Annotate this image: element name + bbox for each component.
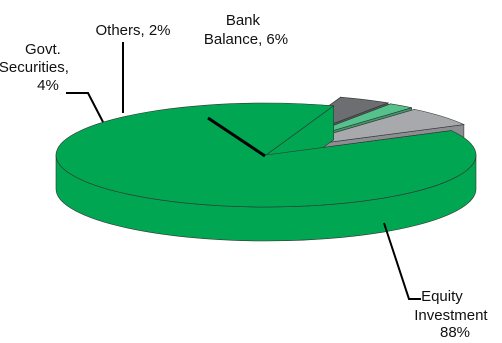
label-govt: Govt. Securities, 4% xyxy=(0,41,73,94)
label-equity: Equity Investment 88% xyxy=(414,288,492,341)
label-others: Others, 2% xyxy=(95,22,170,39)
label-equity-value: 88% xyxy=(440,324,470,341)
label-govt-line-1: Govt. xyxy=(25,41,61,58)
label-equity-line-1: Equity xyxy=(421,288,463,305)
leader-line-govt xyxy=(66,92,104,123)
label-equity-line-2: Investment xyxy=(414,307,488,324)
label-bank-line-2: Balance, 6% xyxy=(204,31,288,48)
label-govt-value: 4% xyxy=(37,77,59,94)
leader-line-bank xyxy=(207,116,266,158)
leader-lines xyxy=(66,42,421,300)
label-govt-line-2: Securities, xyxy=(0,59,69,76)
slice-equity-investment xyxy=(55,102,477,208)
label-bank: Bank Balance, 6% xyxy=(204,12,288,48)
label-others-line-1: Others, 2% xyxy=(95,22,170,39)
leader-line-equity xyxy=(383,222,421,300)
slice-labels: Equity Investment 88% Govt. Securities, … xyxy=(0,12,492,341)
label-bank-line-1: Bank xyxy=(226,12,261,29)
pie-slices xyxy=(55,96,477,242)
